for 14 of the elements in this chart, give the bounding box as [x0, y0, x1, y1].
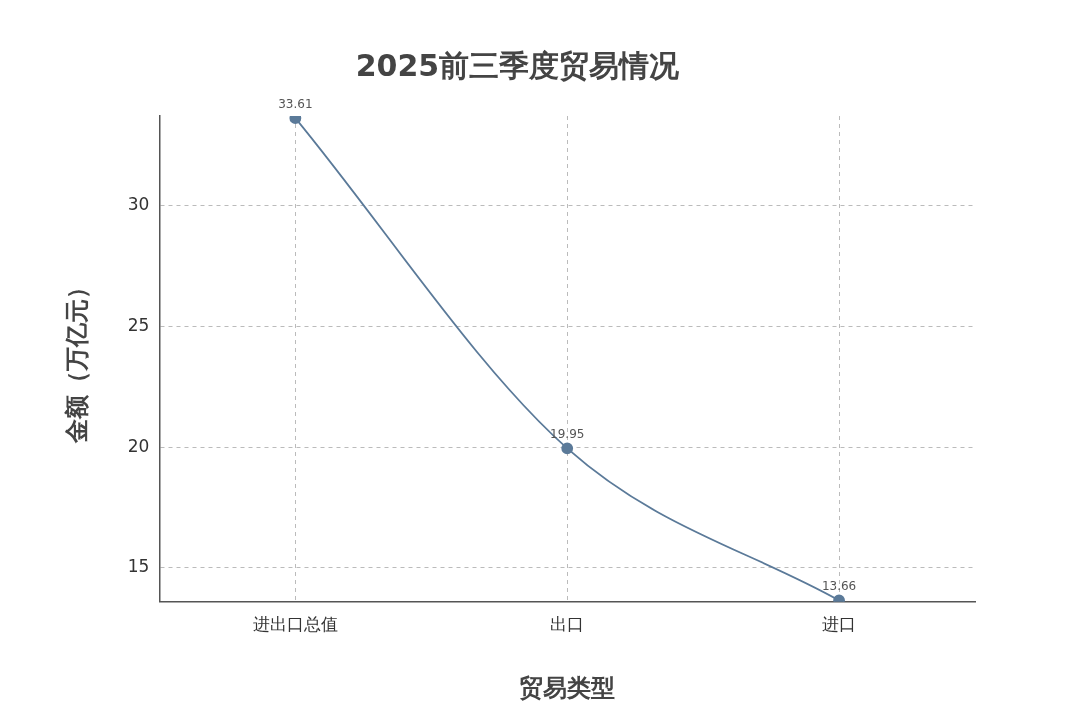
data-label: 19.95 — [550, 427, 585, 442]
chart-title: 2025前三季度贸易情况 — [355, 47, 681, 83]
y-tick-label: 25 — [127, 314, 150, 335]
y-tick-label: 30 — [127, 193, 150, 214]
data-label: 13.66 — [821, 579, 857, 594]
point — [561, 442, 574, 455]
x-axis-title: 贸易类型 — [519, 673, 616, 702]
data-label: 33.61 — [278, 97, 313, 112]
y-tick-label: 15 — [127, 556, 150, 577]
x-tick-label: 进口 — [822, 614, 857, 635]
y-axis-title: 金额（万亿元） — [62, 274, 91, 444]
y-tick-label: 20 — [127, 435, 150, 456]
x-tick-label: 进出口总值 — [252, 614, 338, 635]
x-tick-label: 出口 — [550, 614, 585, 635]
